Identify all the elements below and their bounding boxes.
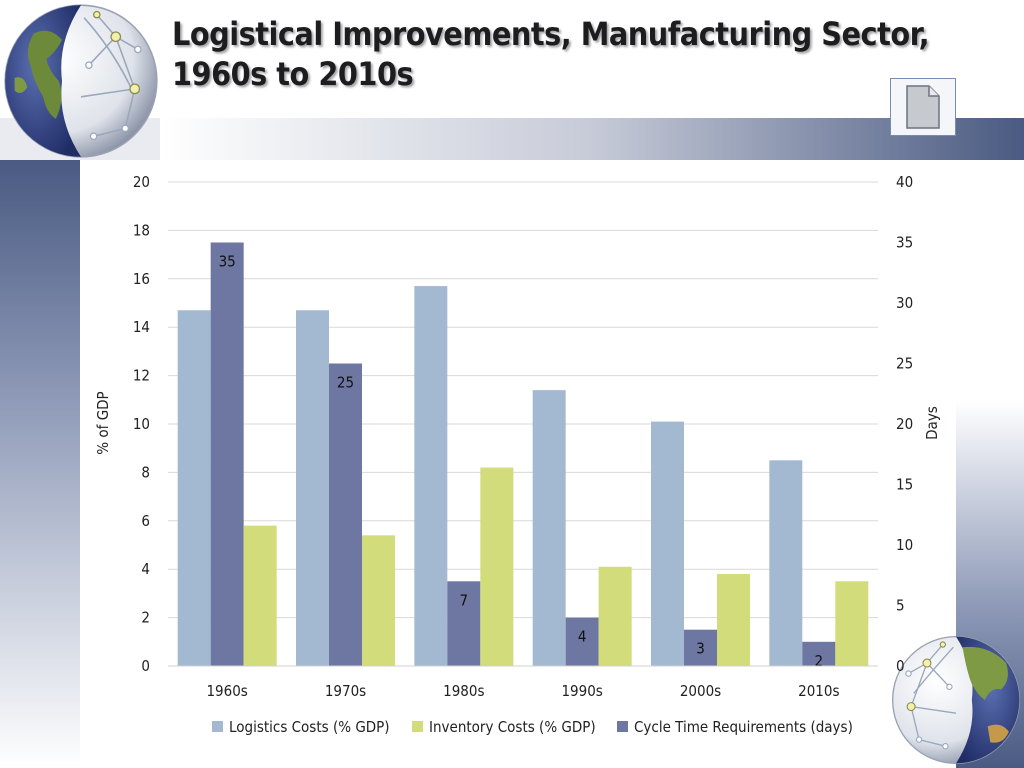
y2-axis-title: Days [923,406,941,440]
bar [210,242,244,666]
document-icon [906,85,940,129]
data-label: 35 [219,253,236,271]
x-tick-label: 1960s [206,682,247,700]
x-tick-label: 2000s [680,682,721,700]
y-tick-label: 10 [133,415,150,433]
bars [177,242,869,666]
data-label: 2 [815,652,824,670]
data-labels: 35 25 7 4 3 2 [219,253,824,670]
left-decor-band [0,160,80,768]
bar [802,641,836,666]
y2-tick-label: 30 [896,294,913,312]
y-tick-label: 14 [133,318,150,336]
legend: Logistics Costs (% GDP) Inventory Costs (… [212,718,853,736]
globe-network-icon [4,4,158,158]
legend-label: Cycle Time Requirements (days) [634,718,853,736]
y2-tick-label: 10 [896,536,913,554]
bar [835,581,869,666]
y-axis-title: % of GDP [94,391,112,454]
bar [598,566,632,666]
bar [684,629,717,666]
x-tick-label: 2010s [798,682,839,700]
legend-label: Inventory Costs (% GDP) [429,718,596,736]
bar [414,286,448,666]
axes: 0 2 4 6 8 10 12 14 16 18 20 0 5 10 15 20 25 30 35 40 1960s 19… [133,173,913,700]
y-tick-label: 18 [133,221,150,239]
bar [565,617,599,666]
y2-tick-label: 20 [896,415,913,433]
bar [717,574,750,666]
bar [329,363,362,666]
bar [243,525,277,666]
data-label: 7 [460,591,469,609]
y2-tick-label: 15 [896,476,913,494]
y-tick-label: 6 [141,512,150,530]
y-tick-label: 2 [141,609,150,627]
data-label: 3 [696,640,705,658]
y2-tick-label: 0 [896,657,905,675]
x-tick-label: 1970s [325,682,366,700]
y-tick-label: 8 [141,463,150,481]
y2-tick-label: 35 [896,234,913,252]
y2-tick-label: 25 [896,355,913,373]
legend-label: Logistics Costs (% GDP) [229,718,390,736]
bar [177,310,211,666]
bar [447,581,481,666]
legend-swatch [212,721,223,732]
legend-swatch [412,721,423,732]
bar [480,467,514,666]
bar [362,535,395,666]
x-tick-label: 1980s [443,682,484,700]
slide-title: Logistical Improvements, Manufacturing S… [172,15,930,93]
bar [532,390,566,666]
document-button[interactable] [890,78,956,136]
legend-swatch [617,721,628,732]
y2-tick-label: 5 [896,597,905,615]
data-label: 4 [578,628,587,646]
x-tick-label: 1990s [561,682,602,700]
y-tick-label: 4 [141,560,150,578]
y-tick-label: 0 [141,657,150,675]
data-label: 25 [337,374,354,392]
globe-network-icon [891,635,1021,765]
header-gradient-band [160,118,1024,160]
bar [651,421,684,666]
y-tick-label: 12 [133,367,150,385]
y-tick-label: 16 [133,270,150,288]
bar [296,310,329,666]
y2-tick-label: 40 [896,173,913,191]
bar [769,460,803,666]
y-tick-label: 20 [133,173,150,191]
